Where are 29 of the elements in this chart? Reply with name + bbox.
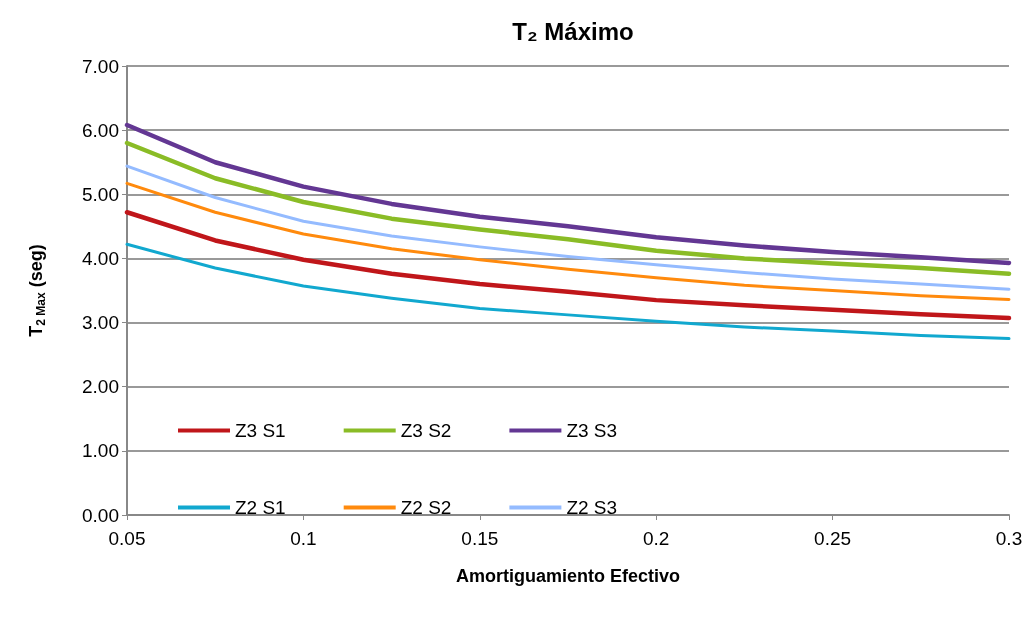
- y-tick-label: 1.00: [82, 440, 119, 462]
- line-series: [125, 164, 1011, 291]
- line-series: [124, 140, 1012, 277]
- y-tick-label: 5.00: [82, 183, 119, 205]
- x-tick-label: 0.25: [814, 528, 852, 549]
- legend-label: Z2 S1: [235, 497, 286, 518]
- x-tick-label: 0.3: [995, 528, 1023, 549]
- y-tick-label: 0.00: [82, 504, 119, 526]
- line-series: [125, 242, 1011, 341]
- x-tick-label: 0.2: [642, 528, 670, 549]
- y-tick-label: 4.00: [82, 247, 119, 269]
- y-tick-label: 6.00: [82, 119, 119, 141]
- line-series: [125, 181, 1011, 301]
- legend-label: Z3 S2: [400, 420, 452, 441]
- y-tick-label: 7.00: [82, 55, 119, 77]
- legend-label: Z3 S3: [566, 420, 618, 441]
- line-series: [124, 210, 1012, 321]
- y-axis-title: T2 Max (seg): [26, 244, 48, 337]
- chart-title: T₂ Máximo: [512, 17, 634, 45]
- y-tick-label: 2.00: [82, 376, 119, 398]
- x-tick-label: 0.15: [461, 528, 499, 549]
- line-series: [124, 122, 1012, 266]
- legend-label: Z2 S2: [400, 497, 452, 518]
- legend-label: Z2 S3: [566, 497, 618, 518]
- x-tick-label: 0.1: [290, 528, 317, 549]
- x-axis-title: Amortiguamiento Efectivo: [455, 566, 681, 586]
- x-tick-label: 0.05: [108, 528, 146, 549]
- y-tick-label: 3.00: [82, 312, 119, 334]
- legend-label: Z3 S1: [235, 420, 286, 441]
